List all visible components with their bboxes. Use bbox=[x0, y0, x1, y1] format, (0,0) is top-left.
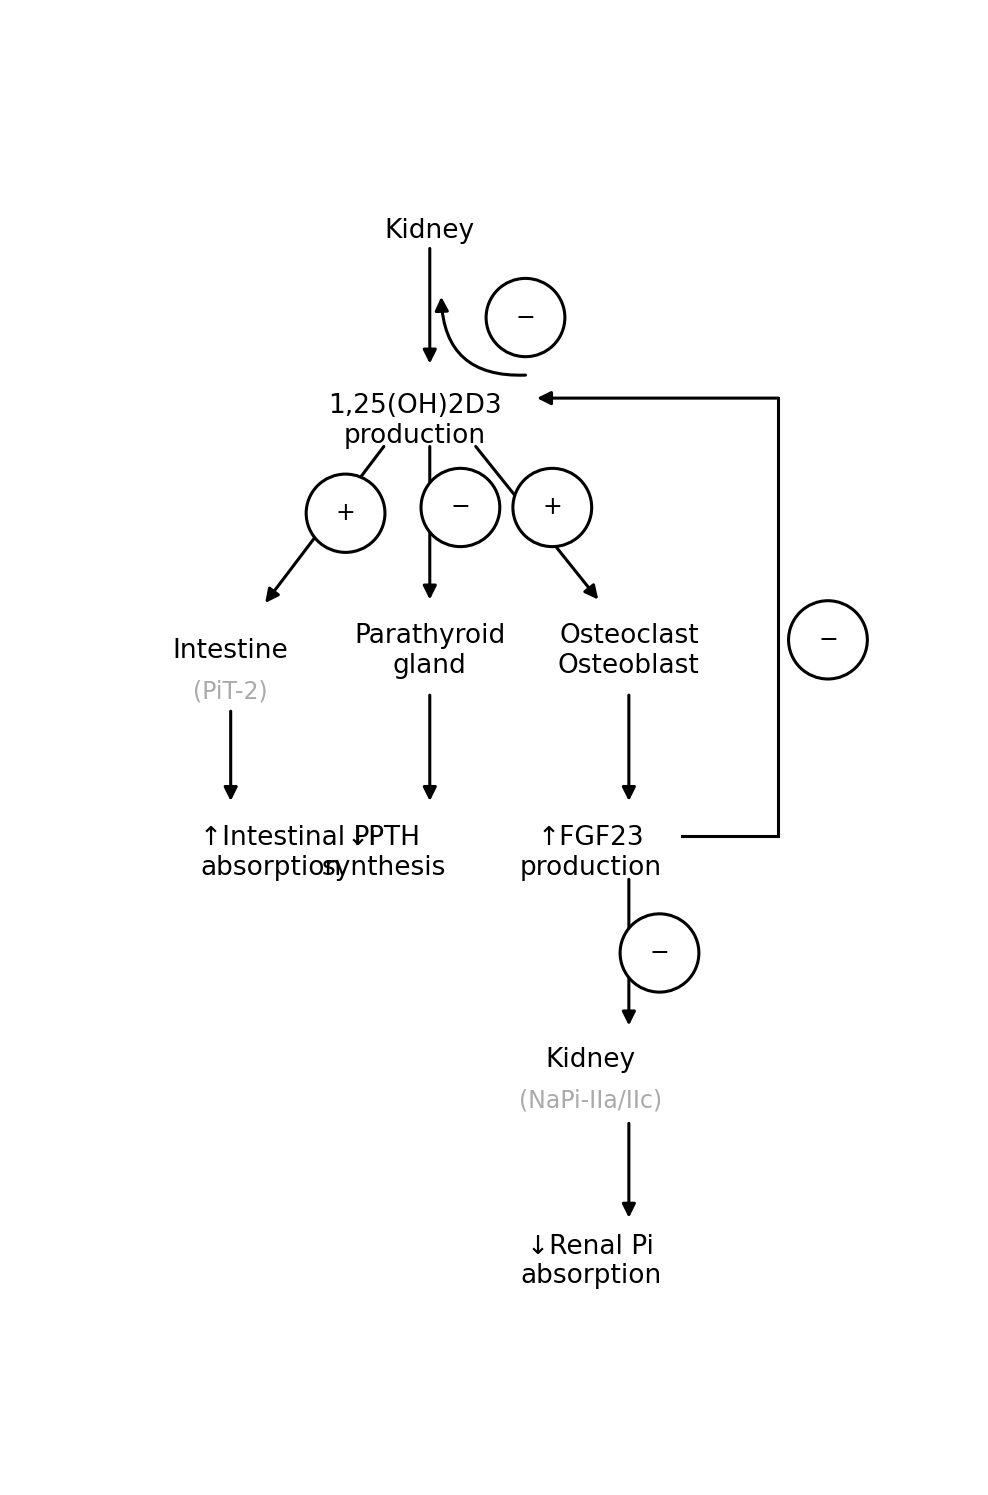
Text: −: − bbox=[451, 495, 470, 519]
Text: Osteoclast
Osteoblast: Osteoclast Osteoblast bbox=[558, 623, 700, 679]
Text: ↑FGF23
production: ↑FGF23 production bbox=[520, 825, 662, 881]
Text: 1,25(OH)2D3
production: 1,25(OH)2D3 production bbox=[328, 393, 501, 448]
Ellipse shape bbox=[421, 468, 500, 547]
Text: −: − bbox=[516, 305, 535, 329]
Text: Kidney: Kidney bbox=[545, 1046, 635, 1073]
Text: −: − bbox=[650, 940, 669, 964]
Text: Intestine: Intestine bbox=[173, 638, 288, 664]
Text: (PiT-2): (PiT-2) bbox=[194, 680, 268, 704]
Ellipse shape bbox=[306, 474, 385, 552]
Text: ↑Intestinal Pi
absorption: ↑Intestinal Pi absorption bbox=[200, 825, 376, 881]
FancyArrowPatch shape bbox=[437, 300, 526, 375]
Text: +: + bbox=[542, 495, 562, 519]
Ellipse shape bbox=[620, 913, 699, 993]
Text: Kidney: Kidney bbox=[384, 218, 475, 244]
Text: (NaPi-IIa/IIc): (NaPi-IIa/IIc) bbox=[519, 1088, 662, 1112]
Text: +: + bbox=[336, 501, 356, 525]
Text: −: − bbox=[818, 628, 838, 652]
Ellipse shape bbox=[788, 601, 867, 679]
Ellipse shape bbox=[486, 278, 565, 357]
Ellipse shape bbox=[513, 468, 592, 547]
Text: ↓PTH
synthesis: ↓PTH synthesis bbox=[322, 825, 446, 881]
Text: ↓Renal Pi
absorption: ↓Renal Pi absorption bbox=[520, 1233, 661, 1290]
Text: Parathyroid
gland: Parathyroid gland bbox=[354, 623, 506, 679]
